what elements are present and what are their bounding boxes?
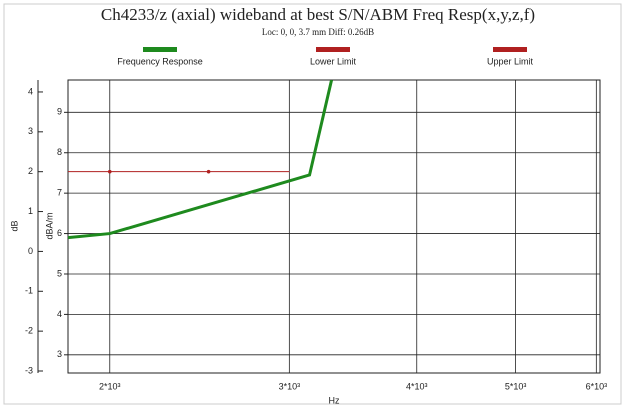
x-tick-label: 2*10³ [99,381,121,391]
y-tick-label: 3 [28,126,33,136]
y-axis-label: dB [9,220,19,231]
x-tick-label: 4*10³ [406,381,428,391]
legend-label: Frequency Response [117,56,203,66]
y-tick-label: -2 [25,326,33,336]
y2-tick-label: 7 [57,188,62,198]
chart-title: Ch4233/z (axial) wideband at best S/N/AB… [101,5,535,24]
chart-border [3,3,622,405]
y2-tick-label: 9 [57,107,62,117]
y2-tick-label: 3 [57,349,62,359]
y2-tick-label: 4 [57,309,62,319]
y-tick-label: -3 [25,365,33,375]
legend-swatch [493,47,527,52]
y2-tick-label: 6 [57,228,62,238]
x-axis-label: Hz [329,395,340,405]
series-marker [107,169,112,174]
y2-tick-label: 8 [57,147,62,157]
y-tick-label: 1 [28,206,33,216]
plot-frame [67,79,601,374]
x-tick-label: 5*10³ [505,381,527,391]
legend-swatch [143,47,177,52]
legend-swatch [316,47,350,52]
y2-tick-label: 5 [57,268,62,278]
legend-label: Lower Limit [310,56,357,66]
y-tick-label: -1 [25,286,33,296]
series-line [68,80,334,240]
series-marker [206,169,211,174]
x-tick-label: 3*10³ [279,381,301,391]
legend-label: Upper Limit [487,56,534,66]
chart-subtitle: Loc: 0, 0, 3.7 mm Diff: 0.26dB [262,27,374,37]
x-tick-label: 6*10³ [586,381,608,391]
y-tick-label: 0 [28,246,33,256]
y2-axis-label: dBA/m [44,212,54,239]
y-tick-label: 4 [28,86,33,96]
y-tick-label: 2 [28,166,33,176]
